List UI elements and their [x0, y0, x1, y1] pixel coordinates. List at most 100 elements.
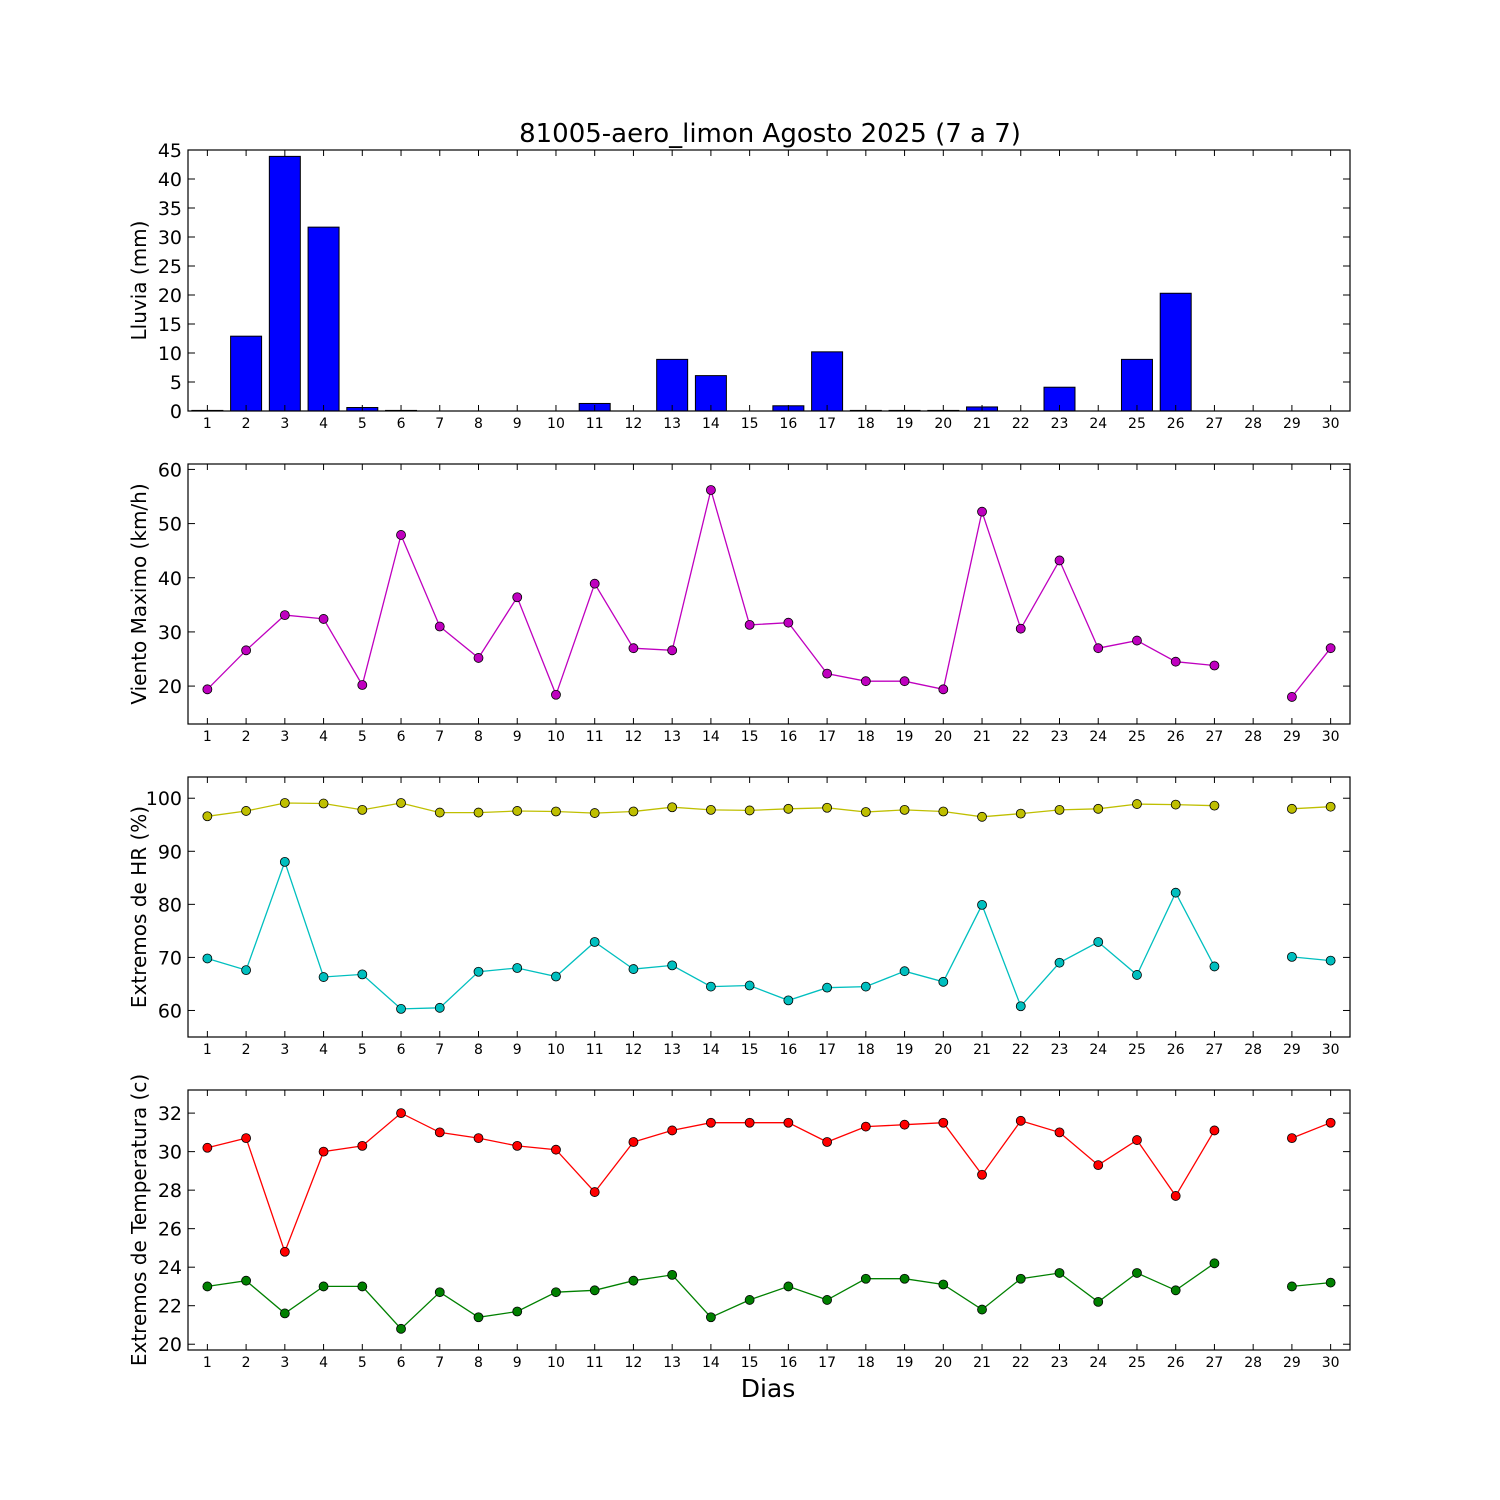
- y-axis-label: Viento Maximo (km/h): [127, 483, 151, 704]
- y-tick-label: 30: [158, 1142, 182, 1164]
- x-tick-label: 9: [513, 416, 522, 432]
- y-tick-label: 30: [158, 622, 182, 644]
- temperature-data-point: [1054, 1268, 1065, 1278]
- x-tick-label: 18: [857, 416, 875, 432]
- x-tick-label: 18: [857, 729, 875, 745]
- humidity-data-point: [744, 805, 755, 816]
- humidity-data-point: [1325, 801, 1336, 812]
- plot-frame: [187, 463, 1351, 725]
- x-tick-label: 22: [1012, 1355, 1030, 1371]
- humidity-data-point: [1287, 951, 1297, 962]
- x-tick-label: 24: [1089, 1042, 1107, 1058]
- humidity-data-point: [396, 1003, 406, 1014]
- temperature-data-point: [279, 1246, 290, 1257]
- wind-series-line: [1291, 647, 1332, 698]
- temperature-data-point: [1170, 1191, 1181, 1201]
- x-tick-label: 19: [896, 416, 914, 432]
- temperature-data-point: [357, 1140, 368, 1151]
- x-tick-label: 21: [973, 1355, 991, 1371]
- rain-bar: [1159, 292, 1192, 412]
- x-tick-label: 6: [397, 1355, 406, 1371]
- x-tick-label: 24: [1089, 416, 1107, 432]
- humidity-data-point: [667, 802, 678, 813]
- temperature-data-point: [977, 1304, 987, 1315]
- temperature-data-point: [899, 1273, 910, 1284]
- humidity-data-point: [1209, 961, 1220, 972]
- temperature-data-point: [318, 1281, 329, 1292]
- temperature-data-point: [899, 1119, 910, 1130]
- x-tick-label: 28: [1244, 1355, 1262, 1371]
- humidity-data-point: [706, 804, 716, 815]
- x-tick-label: 20: [934, 729, 952, 745]
- humidity-data-point: [1054, 804, 1065, 815]
- y-tick-label: 25: [158, 256, 182, 278]
- x-tick-label: 1: [203, 1355, 212, 1371]
- temperature-data-point: [1132, 1268, 1142, 1278]
- x-tick-label: 8: [474, 1355, 483, 1371]
- humidity-data-point: [279, 798, 290, 808]
- x-tick-label: 27: [1206, 1355, 1224, 1371]
- x-tick-label: 14: [702, 1042, 720, 1058]
- x-tick-label: 3: [280, 1042, 289, 1058]
- x-tick-label: 16: [779, 729, 797, 745]
- humidity-data-point: [512, 806, 523, 816]
- wind-data-point: [667, 645, 678, 656]
- x-tick-label: 12: [625, 729, 643, 745]
- humidity-data-point: [1170, 799, 1181, 810]
- y-tick-label: 20: [158, 676, 182, 698]
- humidity-data-point: [589, 937, 600, 947]
- x-tick-label: 16: [779, 416, 797, 432]
- x-tick-label: 14: [702, 729, 720, 745]
- humidity-data-point: [938, 806, 949, 817]
- x-tick-label: 17: [818, 1042, 836, 1058]
- x-tick-label: 4: [319, 1042, 328, 1058]
- temperature-data-point: [473, 1312, 484, 1323]
- wind-data-point: [744, 619, 755, 630]
- x-tick-label: 6: [397, 729, 406, 745]
- y-tick-label: 26: [158, 1219, 182, 1241]
- x-tick-label: 30: [1322, 1355, 1340, 1371]
- y-tick-label: 90: [158, 841, 182, 863]
- y-tick-label: 32: [158, 1103, 182, 1125]
- wind-data-point: [938, 684, 949, 695]
- humidity-data-point: [783, 803, 794, 814]
- humidity-data-point: [473, 966, 484, 977]
- temperature-data-point: [1325, 1277, 1336, 1288]
- x-tick-label: 26: [1167, 1355, 1185, 1371]
- y-tick-label: 20: [158, 1334, 182, 1356]
- temperature-data-point: [1015, 1273, 1026, 1284]
- y-tick-label: 5: [170, 372, 182, 394]
- x-tick-label: 5: [358, 729, 367, 745]
- x-tick-label: 2: [242, 729, 251, 745]
- y-tick-label: 24: [158, 1257, 182, 1279]
- x-tick-label: 30: [1322, 416, 1340, 432]
- humidity-data-point: [899, 804, 910, 815]
- y-tick-label: 100: [146, 788, 182, 810]
- humidity-data-point: [589, 808, 600, 818]
- temperature-data-point: [279, 1308, 290, 1319]
- humidity-data-point: [1170, 887, 1181, 898]
- temperature-data-point: [1170, 1285, 1181, 1296]
- humidity-data-point: [628, 806, 639, 817]
- wind-data-point: [1015, 623, 1026, 634]
- x-tick-label: 10: [547, 729, 565, 745]
- y-tick-label: 20: [158, 285, 182, 307]
- x-tick-label: 13: [663, 1355, 681, 1371]
- wind-data-point: [279, 610, 290, 621]
- humidity-data-point: [744, 980, 755, 991]
- temperature-data-point: [434, 1287, 445, 1298]
- x-tick-label: 7: [435, 1355, 444, 1371]
- x-tick-label: 14: [702, 1355, 720, 1371]
- rain-bar: [811, 351, 844, 412]
- temperature-series-line: [1291, 1281, 1331, 1288]
- rain-bar: [268, 155, 301, 412]
- x-tick-label: 25: [1128, 416, 1146, 432]
- x-tick-label: 3: [280, 416, 289, 432]
- x-tick-label: 16: [779, 1355, 797, 1371]
- humidity-data-point: [241, 965, 252, 976]
- x-tick-label: 23: [1051, 1355, 1069, 1371]
- x-tick-label: 12: [625, 416, 643, 432]
